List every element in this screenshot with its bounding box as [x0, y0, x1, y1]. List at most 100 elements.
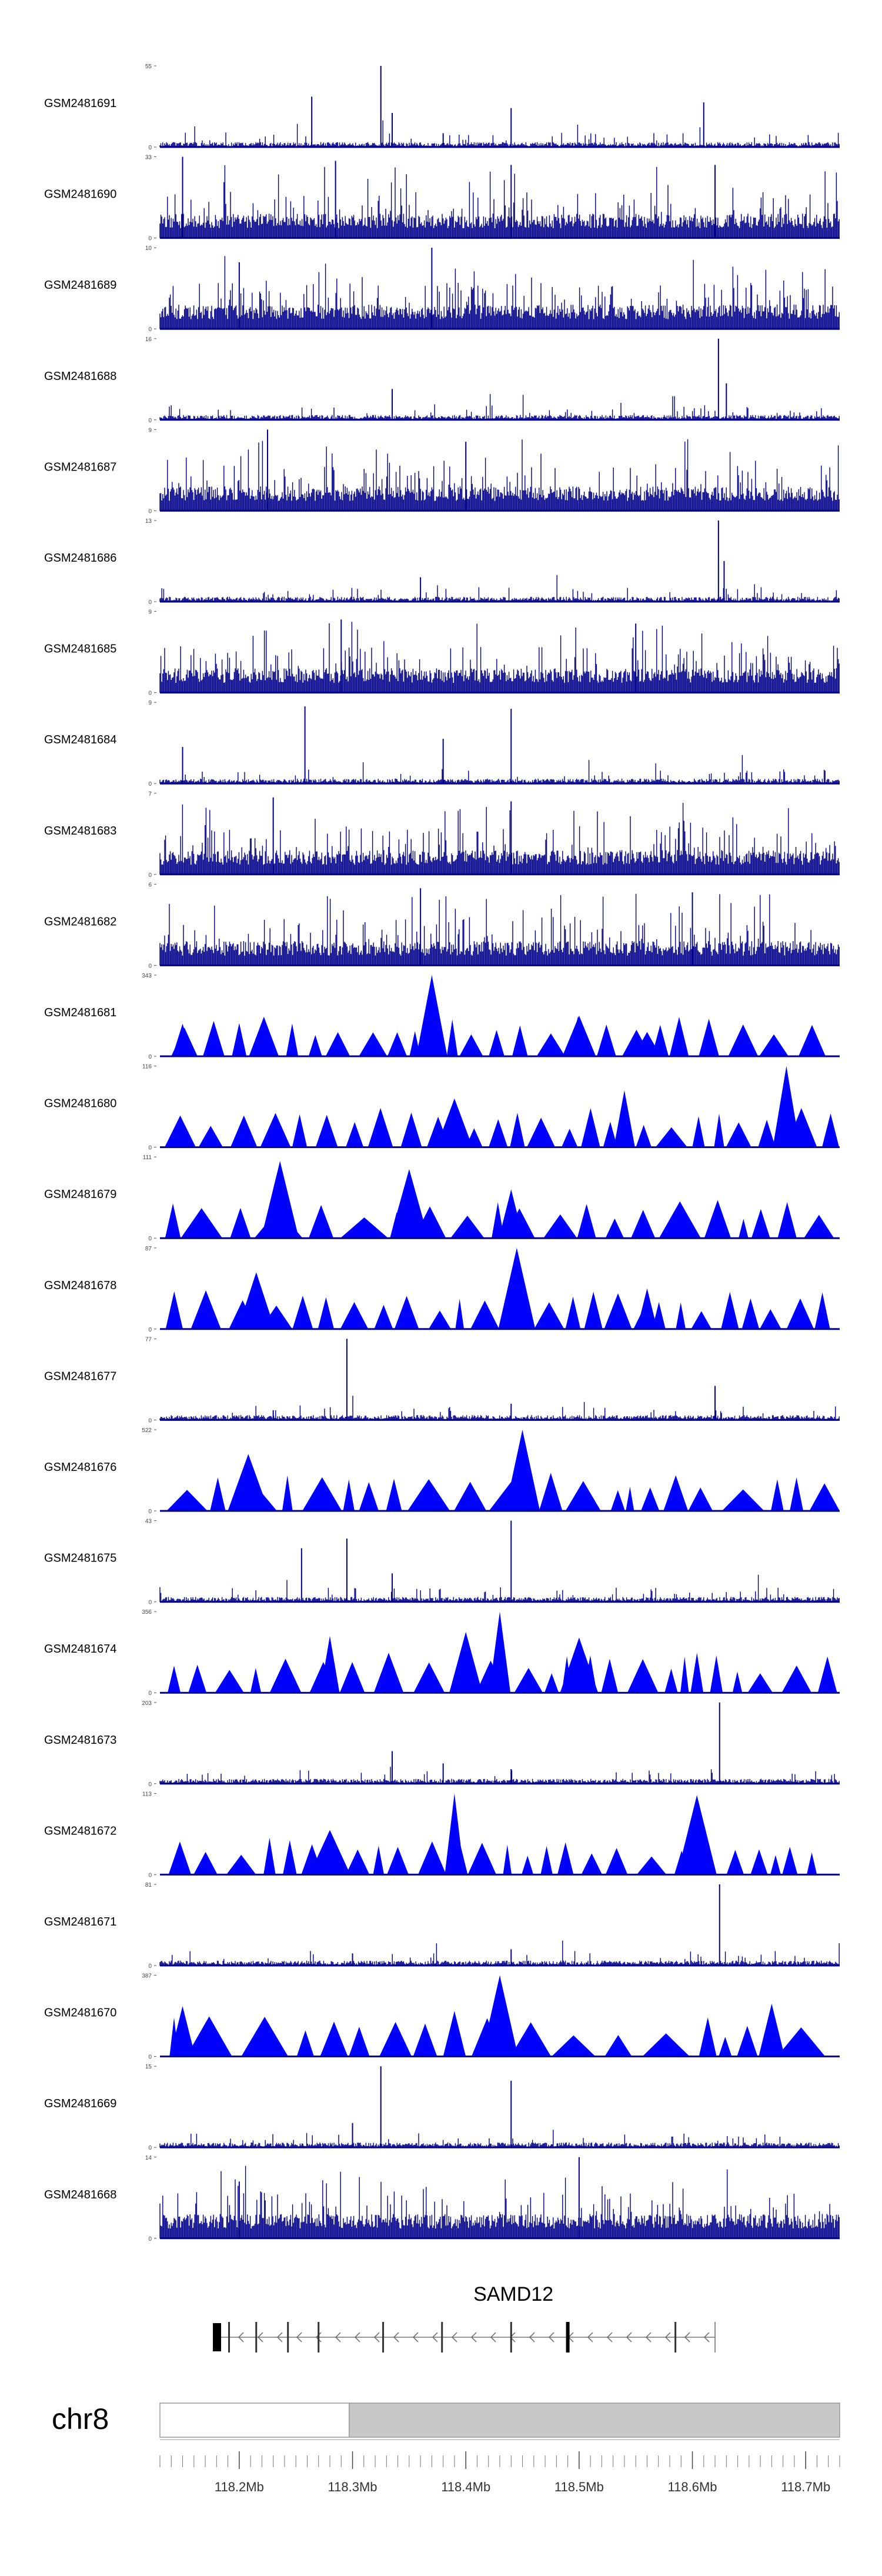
y-tick-min: 0	[148, 1054, 152, 1060]
track-GSM2481684: GSM2481684 9 0	[44, 700, 840, 788]
track-label: GSM2481673	[44, 1734, 116, 1747]
y-tick-min: 0	[148, 145, 152, 151]
y-tick-min: 0	[148, 326, 152, 333]
peak-triangle-0	[481, 1975, 519, 2057]
track-label: GSM2481678	[44, 1279, 116, 1292]
y-tick-min: 0	[148, 1600, 152, 1606]
track-GSM2481691: GSM2481691 55 0	[44, 64, 840, 151]
y-tick-max: 33	[145, 155, 152, 161]
peak-triangle-2	[614, 1090, 635, 1147]
y-tick-min: 0	[148, 1509, 152, 1515]
strand-arrow	[684, 2332, 690, 2343]
track-background-triangles	[168, 1837, 817, 1875]
y-tick-max: 16	[145, 336, 152, 343]
track-label: GSM2481690	[44, 188, 116, 201]
gene-track: SAMD12	[213, 2283, 716, 2353]
ideogram-band	[349, 2403, 840, 2438]
track-signal	[159, 1767, 840, 1784]
y-tick-max: 13	[145, 518, 152, 525]
peak-triangle-2	[309, 1830, 350, 1875]
chromosome-label: chr8	[52, 2403, 109, 2435]
gene-label: SAMD12	[473, 2283, 553, 2305]
strand-arrow	[490, 2332, 496, 2343]
strand-arrow	[315, 2332, 322, 2343]
track-GSM2481668: GSM2481668 14 0	[44, 2155, 840, 2243]
gene-exon-3	[318, 2322, 320, 2353]
peak-triangle-0	[445, 1793, 465, 1875]
y-tick-min: 0	[148, 2054, 152, 2061]
track-GSM2481688: GSM2481688 16 0	[44, 336, 840, 424]
track-signal	[159, 2165, 840, 2238]
track-label: GSM2481671	[44, 1916, 116, 1928]
gene-exon-2	[287, 2322, 289, 2353]
track-label: GSM2481670	[44, 2007, 116, 2020]
strand-arrow	[354, 2332, 360, 2343]
peak-triangle-0	[416, 975, 447, 1056]
track-label: GSM2481676	[44, 1461, 116, 1474]
peak-triangle-2	[560, 1637, 599, 1693]
y-tick-min: 0	[148, 1781, 152, 1788]
track-signal	[159, 394, 840, 420]
track-signal	[159, 2130, 840, 2148]
y-tick-min: 0	[148, 1417, 152, 1424]
gene-exon-thick	[566, 2322, 570, 2353]
peak-triangle-1	[436, 1098, 473, 1147]
strand-arrow	[587, 2332, 593, 2343]
y-tick-min: 0	[148, 2236, 152, 2243]
y-tick-max: 9	[148, 700, 152, 706]
y-tick-min: 0	[148, 1145, 152, 1152]
track-label: GSM2481689	[44, 279, 116, 292]
peak-triangle-0	[505, 1430, 540, 1511]
y-tick-max: 116	[142, 1064, 152, 1070]
peak-triangle-0	[261, 1161, 299, 1239]
track-GSM2481679: GSM2481679 111 0	[44, 1154, 840, 1242]
track-label: GSM2481688	[44, 370, 116, 383]
track-GSM2481685: GSM2481685 9 0	[44, 609, 840, 697]
track-signal	[159, 755, 840, 784]
axis-tick-label-5: 118.7Mb	[781, 2480, 830, 2494]
y-tick-max: 203	[142, 1700, 152, 1707]
strand-arrow	[373, 2332, 380, 2343]
y-tick-max: 87	[145, 1246, 152, 1252]
y-tick-max: 14	[145, 2155, 152, 2161]
y-tick-max: 356	[142, 1609, 152, 1616]
y-tick-min: 0	[148, 781, 152, 788]
y-tick-max: 6	[148, 882, 152, 888]
track-GSM2481680: GSM2481680 116 0	[44, 1064, 840, 1152]
y-tick-max: 343	[142, 973, 152, 979]
peak-triangle-1	[443, 2011, 466, 2057]
strand-arrow	[335, 2332, 341, 2343]
strand-arrow	[529, 2332, 535, 2343]
peak-triangle-2	[637, 1288, 657, 1329]
genomic-axis: 118.2Mb 118.3Mb 118.4Mb 118.5Mb 118.6Mb 118.7…	[159, 2439, 840, 2494]
track-label: GSM2481677	[44, 1370, 116, 1383]
track-label: GSM2481684	[44, 733, 116, 746]
y-tick-min: 0	[148, 1872, 152, 1878]
y-tick-min: 0	[148, 1963, 152, 1970]
y-tick-max: 522	[142, 1427, 152, 1434]
track-label: GSM2481691	[44, 97, 116, 110]
y-tick-max: 55	[145, 64, 152, 70]
strand-arrow	[238, 2332, 244, 2343]
track-GSM2481670: GSM2481670 387 0	[44, 1973, 840, 2061]
track-signal	[159, 622, 840, 693]
track-signal	[159, 575, 840, 602]
strand-arrow	[664, 2332, 671, 2343]
gene-exon-8	[674, 2322, 677, 2353]
track-GSM2481671: GSM2481671 81 0	[44, 1882, 840, 1970]
track-label: GSM2481682	[44, 915, 116, 928]
y-tick-max: 15	[145, 2064, 152, 2070]
strand-arrow	[626, 2332, 632, 2343]
track-GSM2481672: GSM2481672 113 0	[44, 1791, 840, 1878]
peak-triangle-1	[228, 1454, 269, 1511]
track-label: GSM2481687	[44, 461, 116, 473]
y-tick-min: 0	[148, 1690, 152, 1697]
ideogram-unbanded	[159, 2403, 350, 2438]
y-tick-min: 0	[148, 508, 152, 515]
track-GSM2481676: GSM2481676 522 0	[44, 1427, 840, 1515]
y-tick-max: 77	[145, 1336, 152, 1343]
track-signal	[159, 1940, 840, 1966]
strand-arrow	[276, 2332, 283, 2343]
gene-exon-6	[510, 2322, 512, 2353]
y-tick-max: 10	[145, 245, 152, 252]
